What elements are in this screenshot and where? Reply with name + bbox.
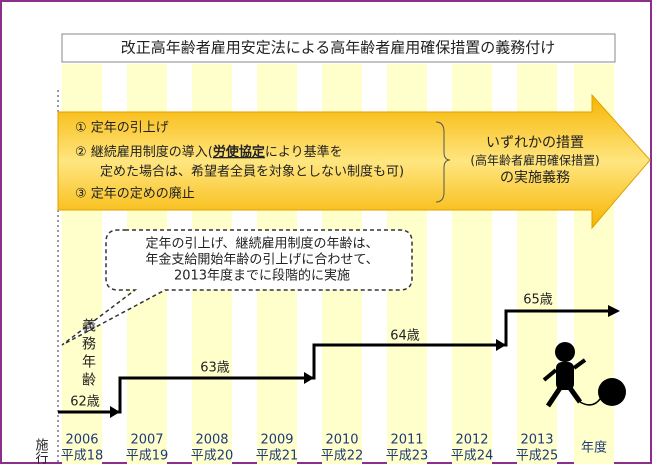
callout-text: 年金支給開始年齢の引上げに合わせて、: [145, 252, 378, 268]
measure-text: により基準を: [265, 144, 343, 160]
era: 平成21: [256, 449, 299, 464]
year: 2012: [455, 433, 488, 448]
step-label: 63歳: [200, 361, 230, 376]
step-label: 65歳: [523, 293, 553, 308]
result-text: の実施義務: [500, 169, 570, 186]
unit: 年度: [581, 440, 607, 456]
callout-text: 定年の引上げ、継続雇用制度の年齢は、: [145, 236, 378, 252]
result-text: (高年齢者雇用確保措置): [470, 153, 599, 168]
era: 平成22: [321, 449, 364, 464]
era: 平成25: [516, 449, 559, 464]
footer-label: 施行: [33, 438, 49, 464]
measure-item: 定めた場合は、希望者全員を対象としない制度も可): [100, 164, 404, 180]
era: 平成23: [386, 449, 429, 464]
measure-emphasis: 労使協定: [213, 144, 265, 160]
measure-item: ② 継続雇用制度の導入(労使協定により基準を: [75, 144, 343, 160]
era: 平成19: [126, 449, 169, 464]
callout-text: 2013年度までに段階的に実施: [174, 268, 350, 284]
year: 2009: [260, 433, 293, 448]
result-text: いずれかの措置: [486, 135, 584, 151]
year: 2010: [325, 433, 358, 448]
title: 改正高年齢者雇用安定法による高年齢者雇用確保措置の義務付け: [121, 39, 556, 57]
era: 平成18: [61, 449, 104, 464]
year: 2013: [520, 433, 553, 448]
year: 2006: [65, 433, 98, 448]
measure-item: ③ 定年の定めの廃止: [75, 186, 195, 202]
step-label: 64歳: [390, 329, 420, 344]
era: 平成20: [191, 449, 234, 464]
year: 2007: [130, 433, 163, 448]
year: 2008: [195, 433, 228, 448]
era: 平成24: [451, 449, 494, 464]
step-label: 62歳: [70, 395, 100, 410]
year: 2011: [390, 433, 423, 448]
measure-text: ② 継続雇用制度の導入(: [75, 144, 213, 160]
measure-item: ① 定年の引上げ: [75, 121, 169, 136]
axis-label: 義務年齢: [80, 317, 96, 390]
diagram: 改正高年齢者雇用安定法による高年齢者雇用確保措置の義務付け ① 定年の引上げ ②…: [0, 0, 652, 464]
